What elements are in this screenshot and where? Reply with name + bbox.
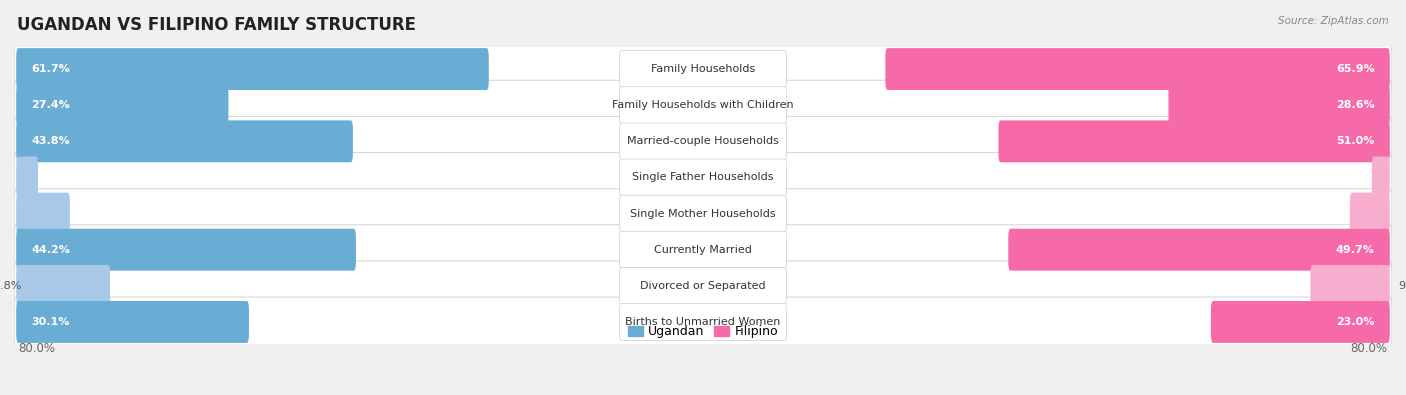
FancyBboxPatch shape [620, 303, 786, 340]
Text: 51.0%: 51.0% [1336, 136, 1375, 146]
FancyBboxPatch shape [17, 229, 356, 271]
Text: 28.6%: 28.6% [1336, 100, 1375, 110]
FancyBboxPatch shape [1350, 193, 1389, 235]
Text: Source: ZipAtlas.com: Source: ZipAtlas.com [1278, 16, 1389, 26]
FancyBboxPatch shape [14, 297, 1392, 347]
FancyBboxPatch shape [1310, 265, 1389, 307]
Text: Divorced or Separated: Divorced or Separated [640, 281, 766, 291]
FancyBboxPatch shape [620, 159, 786, 196]
Text: Single Mother Households: Single Mother Households [630, 209, 776, 218]
FancyBboxPatch shape [620, 195, 786, 232]
Text: 27.4%: 27.4% [31, 100, 70, 110]
Text: 49.7%: 49.7% [1336, 245, 1375, 255]
FancyBboxPatch shape [14, 44, 1392, 94]
FancyBboxPatch shape [620, 267, 786, 304]
FancyBboxPatch shape [14, 117, 1392, 166]
Text: Family Households: Family Households [651, 64, 755, 74]
Text: Births to Unmarried Women: Births to Unmarried Women [626, 317, 780, 327]
Text: 43.8%: 43.8% [31, 136, 70, 146]
FancyBboxPatch shape [14, 225, 1392, 275]
Text: Married-couple Households: Married-couple Households [627, 136, 779, 146]
FancyBboxPatch shape [1372, 156, 1389, 198]
Text: 30.1%: 30.1% [31, 317, 70, 327]
FancyBboxPatch shape [14, 261, 1392, 311]
FancyBboxPatch shape [17, 301, 249, 343]
Text: 23.0%: 23.0% [1336, 317, 1375, 327]
FancyBboxPatch shape [620, 51, 786, 88]
FancyBboxPatch shape [14, 152, 1392, 202]
FancyBboxPatch shape [620, 123, 786, 160]
Text: 9.9%: 9.9% [1399, 281, 1406, 291]
FancyBboxPatch shape [1211, 301, 1389, 343]
Text: 80.0%: 80.0% [18, 342, 55, 355]
FancyBboxPatch shape [14, 189, 1392, 239]
FancyBboxPatch shape [17, 48, 489, 90]
FancyBboxPatch shape [998, 120, 1389, 162]
FancyBboxPatch shape [17, 84, 228, 126]
FancyBboxPatch shape [17, 265, 110, 307]
Text: 80.0%: 80.0% [1351, 342, 1388, 355]
Text: 11.8%: 11.8% [0, 281, 22, 291]
FancyBboxPatch shape [1008, 229, 1389, 271]
Text: 65.9%: 65.9% [1336, 64, 1375, 74]
FancyBboxPatch shape [17, 120, 353, 162]
Text: UGANDAN VS FILIPINO FAMILY STRUCTURE: UGANDAN VS FILIPINO FAMILY STRUCTURE [17, 16, 416, 34]
FancyBboxPatch shape [14, 80, 1392, 130]
Legend: Ugandan, Filipino: Ugandan, Filipino [623, 320, 783, 343]
FancyBboxPatch shape [886, 48, 1389, 90]
FancyBboxPatch shape [17, 156, 38, 198]
Text: Currently Married: Currently Married [654, 245, 752, 255]
FancyBboxPatch shape [620, 87, 786, 124]
Text: Family Households with Children: Family Households with Children [612, 100, 794, 110]
Text: 61.7%: 61.7% [31, 64, 70, 74]
FancyBboxPatch shape [1168, 84, 1389, 126]
FancyBboxPatch shape [17, 193, 70, 235]
Text: 44.2%: 44.2% [31, 245, 70, 255]
Text: Single Father Households: Single Father Households [633, 173, 773, 182]
FancyBboxPatch shape [620, 231, 786, 268]
